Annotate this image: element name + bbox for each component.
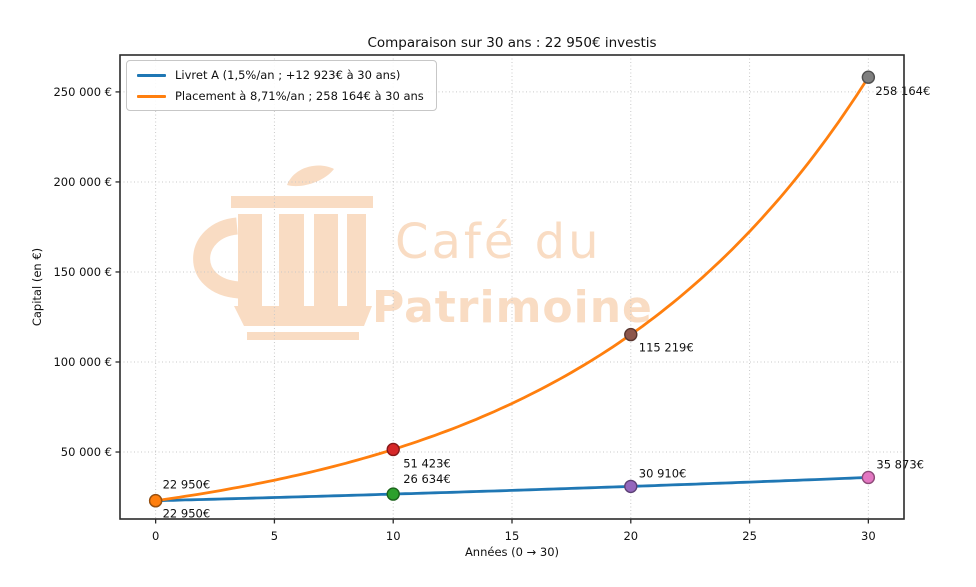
legend-item-placement: Placement à 8,71%/an ; 258 164€ à 30 ans	[137, 89, 424, 103]
x-tick-label: 0	[152, 529, 159, 543]
data-label: 35 873€	[876, 458, 924, 472]
data-point-marker	[148, 494, 163, 508]
x-tick-label: 25	[742, 529, 757, 543]
data-point-marker	[624, 479, 638, 494]
x-tick-label: 5	[271, 529, 278, 543]
data-point-marker	[861, 470, 876, 485]
x-tick-label: 10	[386, 529, 401, 543]
data-label: 115 219€	[639, 341, 694, 355]
y-axis-label: Capital (en €)	[30, 247, 44, 327]
cup-body-stripe	[347, 214, 366, 306]
legend-label-placement: Placement à 8,71%/an ; 258 164€ à 30 ans	[175, 89, 424, 103]
y-tick-label: 250 000 €	[53, 85, 112, 99]
cup-base	[247, 332, 359, 340]
data-point-marker	[861, 70, 876, 84]
x-tick-label: 30	[861, 529, 876, 543]
cup-body-stripe	[279, 214, 304, 306]
data-label: 258 164€	[875, 84, 930, 98]
legend-item-livret-a: Livret A (1,5%/an ; +12 923€ à 30 ans)	[137, 68, 424, 82]
cup-bottom	[234, 306, 372, 326]
y-tick-label: 150 000 €	[53, 265, 112, 279]
legend-swatch-placement	[137, 94, 166, 98]
coffee-steam	[287, 165, 334, 187]
cup-body-stripe	[314, 214, 338, 306]
data-point-marker	[386, 442, 400, 457]
watermark: Café du Patrimoine	[193, 165, 652, 340]
watermark-text-line1: Café du	[395, 214, 602, 270]
legend-label-livret-a: Livret A (1,5%/an ; +12 923€ à 30 ans)	[175, 68, 401, 82]
series-line	[154, 75, 870, 503]
data-label: 26 634€	[403, 472, 451, 486]
legend: Livret A (1,5%/an ; +12 923€ à 30 ans) P…	[126, 60, 437, 111]
data-markers	[148, 70, 876, 508]
y-tick-label: 50 000 €	[61, 445, 112, 459]
data-label: 22 950€	[163, 507, 211, 521]
data-labels: 22 950€ 26 634€ 30 910€ 35 873€ 22 950€ 51 42…	[163, 84, 931, 521]
data-label: 51 423€	[403, 457, 451, 471]
y-tick-label: 100 000 €	[53, 355, 112, 369]
data-label: 22 950€	[163, 478, 211, 492]
coffee-cup-icon	[193, 165, 373, 340]
chart-title: Comparaison sur 30 ans : 22 950€ investi…	[367, 35, 657, 51]
y-tick-label: 200 000 €	[53, 175, 112, 189]
data-point-marker	[624, 327, 638, 342]
x-axis-label: Années (0 → 30)	[464, 545, 560, 559]
x-tick-label: 20	[623, 529, 638, 543]
data-label: 30 910€	[639, 466, 687, 480]
legend-swatch-livret-a	[137, 73, 166, 77]
data-point-marker	[386, 487, 400, 501]
cup-handle	[193, 217, 241, 299]
gridlines	[120, 55, 904, 519]
series-lines	[154, 75, 870, 503]
x-tick-label: 15	[505, 529, 520, 543]
cup-lid	[231, 196, 373, 208]
cup-body-stripe	[238, 214, 262, 306]
axes: 0 5 10 15 20 25 30 50 000 € 100 000 € 150 000 € 20…	[53, 54, 905, 543]
series-line	[154, 476, 870, 503]
